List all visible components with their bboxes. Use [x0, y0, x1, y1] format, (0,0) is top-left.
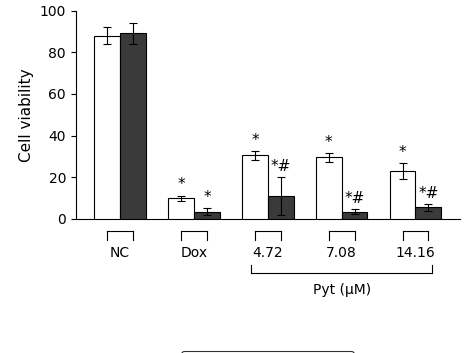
- Text: *#: *#: [271, 159, 291, 174]
- Legend: S180, HL-60: S180, HL-60: [182, 351, 354, 353]
- Bar: [242, 155, 268, 219]
- Bar: [94, 36, 120, 219]
- Bar: [168, 198, 194, 219]
- Bar: [194, 211, 220, 219]
- Text: *: *: [325, 135, 333, 150]
- Text: 7.08: 7.08: [326, 246, 357, 260]
- Text: *: *: [399, 144, 406, 160]
- Text: Pyt (μM): Pyt (μM): [312, 283, 371, 298]
- Text: 4.72: 4.72: [253, 246, 283, 260]
- Text: *#: *#: [345, 191, 365, 207]
- Y-axis label: Cell viability: Cell viability: [19, 68, 34, 162]
- Text: *: *: [177, 178, 185, 192]
- Text: 14.16: 14.16: [396, 246, 435, 260]
- Bar: [268, 196, 294, 219]
- Text: *#: *#: [418, 186, 438, 201]
- Bar: [316, 157, 342, 219]
- Bar: [416, 208, 441, 219]
- Text: *: *: [251, 133, 259, 148]
- Text: *: *: [203, 190, 211, 205]
- Bar: [120, 34, 146, 219]
- Bar: [342, 211, 367, 219]
- Bar: [390, 171, 416, 219]
- Text: Dox: Dox: [181, 246, 208, 260]
- Text: NC: NC: [110, 246, 130, 260]
